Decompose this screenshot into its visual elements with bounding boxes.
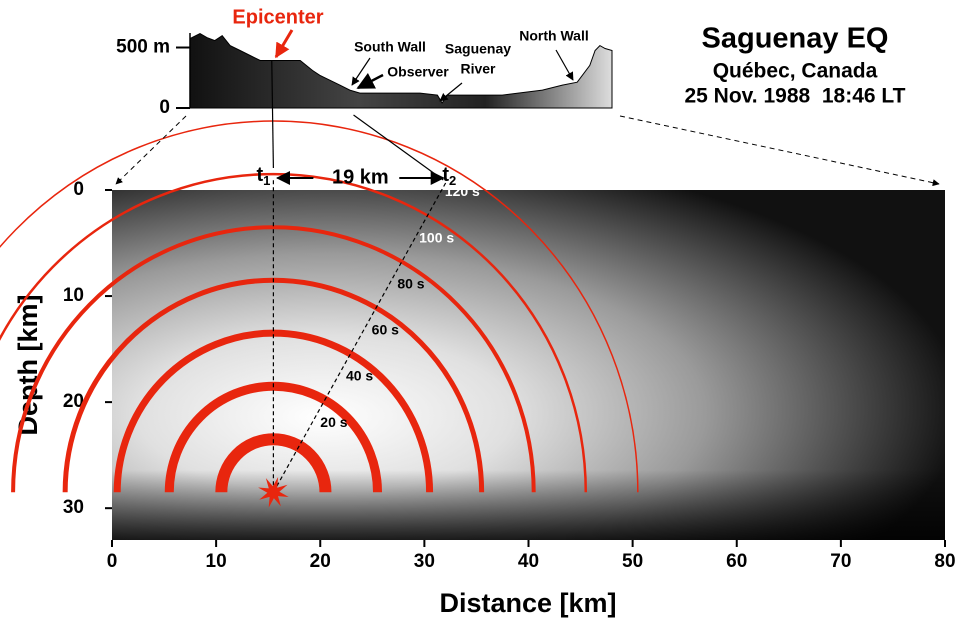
date: 25 Nov. 1988 18:46 LT bbox=[684, 85, 905, 108]
wavefront bbox=[11, 225, 536, 493]
marker-base: t bbox=[442, 164, 449, 186]
marker-sub: 2 bbox=[449, 173, 456, 188]
x-tick-label: 0 bbox=[107, 551, 118, 572]
y-tick-label: 10 bbox=[63, 285, 84, 306]
wavefront bbox=[215, 433, 332, 493]
epicenter-link bbox=[271, 60, 274, 169]
wavefront-label: 100 s bbox=[419, 229, 454, 245]
y-tick-label: 30 bbox=[63, 497, 84, 518]
depth-shadow bbox=[112, 470, 945, 540]
y-tick-label: 20 bbox=[63, 391, 84, 412]
source-star bbox=[258, 477, 289, 508]
marker-label: t1 bbox=[256, 164, 270, 188]
wavefront-label: 40 s bbox=[346, 368, 373, 384]
marker-sub: 1 bbox=[263, 173, 270, 188]
wavefront-label: 20 s bbox=[320, 414, 347, 430]
x-axis-label: Distance [km] bbox=[439, 588, 616, 618]
subtitle: Québec, Canada bbox=[713, 60, 878, 83]
wavefront-label: 60 s bbox=[372, 322, 399, 338]
marker-label: t2 bbox=[442, 164, 456, 188]
y-axis-label: Depth [km] bbox=[13, 295, 43, 436]
arrow bbox=[351, 57, 371, 86]
profile-tick-label: 0 bbox=[159, 97, 170, 118]
x-tick-label: 10 bbox=[206, 551, 227, 572]
map-line bbox=[115, 115, 187, 185]
elevation-profile bbox=[189, 33, 613, 109]
arrow bbox=[439, 82, 463, 102]
wavefront bbox=[0, 172, 588, 493]
south-wall-label: South Wall bbox=[354, 39, 426, 55]
observer-label: Observer bbox=[387, 64, 449, 80]
x-tick-label: 20 bbox=[310, 551, 331, 572]
epicenter-label: Epicenter bbox=[232, 6, 323, 28]
map-line bbox=[619, 115, 940, 187]
x-tick-label: 70 bbox=[830, 551, 851, 572]
profile-tick-label: 500 m bbox=[116, 37, 170, 58]
x-tick-label: 80 bbox=[934, 551, 955, 572]
x-tick-label: 40 bbox=[518, 551, 539, 572]
north-wall-label: North Wall bbox=[519, 28, 588, 44]
x-tick-label: 50 bbox=[622, 551, 643, 572]
y-tick-label: 0 bbox=[73, 179, 84, 200]
river-label: River bbox=[460, 61, 496, 77]
title: Saguenay EQ bbox=[702, 23, 889, 55]
marker-base: t bbox=[256, 164, 263, 186]
wavefront bbox=[113, 330, 434, 493]
wavefront-label: 120 s bbox=[445, 183, 480, 199]
epicenter-arrow bbox=[274, 29, 294, 59]
arrow bbox=[555, 49, 574, 81]
wavefront-label: 80 s bbox=[397, 275, 424, 291]
river-label: Saguenay bbox=[445, 41, 511, 57]
gap-label: 19 km bbox=[332, 166, 389, 188]
observer-link bbox=[353, 114, 444, 181]
ray bbox=[272, 179, 448, 493]
x-tick-label: 60 bbox=[726, 551, 747, 572]
arrow bbox=[356, 72, 384, 90]
x-tick-label: 30 bbox=[414, 551, 435, 572]
